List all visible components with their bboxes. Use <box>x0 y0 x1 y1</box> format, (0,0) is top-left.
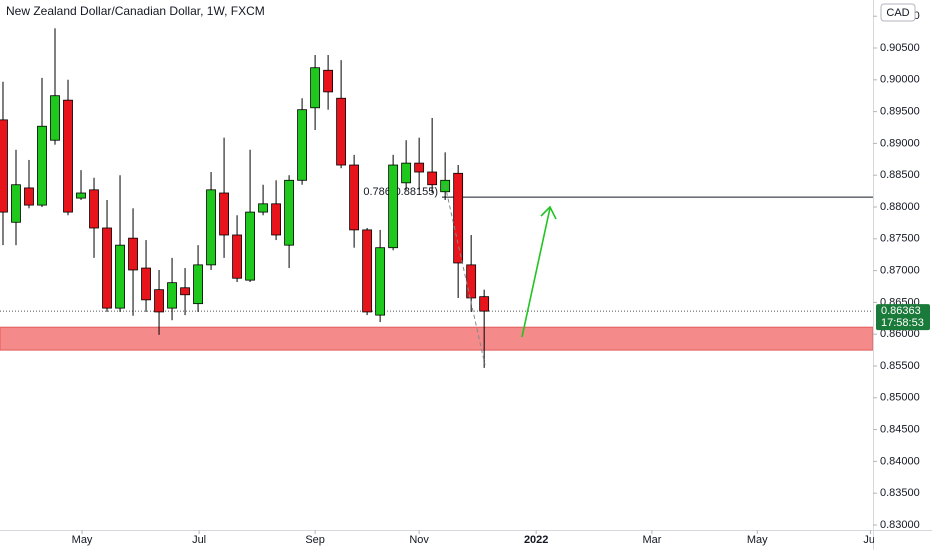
candle-body <box>297 109 307 181</box>
y-tick-label: 0.87500 <box>880 233 920 245</box>
candle-body <box>24 187 34 206</box>
candle-body <box>362 229 373 313</box>
x-tick-label: Nov <box>409 534 429 546</box>
candle-body <box>271 203 281 236</box>
candle-body <box>50 95 60 141</box>
candle-body <box>388 164 399 249</box>
candle-body <box>102 227 112 309</box>
plot-area: 0.786(0.88155) <box>0 28 873 368</box>
arrow-shaft <box>521 207 551 338</box>
fib-trend-line <box>444 184 486 366</box>
chart-title: New Zealand Dollar/Canadian Dollar, 1W, … <box>6 4 265 18</box>
y-tick-label: 0.90000 <box>880 74 920 86</box>
fib-label: 0.786(0.88155) <box>363 186 438 198</box>
candle-body <box>401 162 412 184</box>
arrow-head <box>540 205 557 220</box>
y-tick-label: 0.83500 <box>880 487 920 499</box>
candle-body <box>180 287 190 296</box>
candle-body <box>427 171 438 186</box>
candle-body <box>336 97 347 166</box>
x-axis: May Jul Sep Nov 2022 Mar May Jul <box>72 530 877 546</box>
candle-body <box>193 264 203 305</box>
candle-body <box>245 211 255 281</box>
candle-body <box>63 99 73 213</box>
x-tick-label: Jul <box>192 534 206 546</box>
currency-label: CAD <box>886 7 909 19</box>
y-tick-label: 0.85000 <box>880 392 920 404</box>
x-tick-label: Mar <box>642 534 661 546</box>
candle-body <box>232 234 242 279</box>
candle-body <box>310 67 321 109</box>
x-tick-label: 2022 <box>524 534 548 546</box>
last-price-label: 0.86363 <box>881 305 921 317</box>
y-tick-label: 0.88000 <box>880 201 920 213</box>
x-tick-label: May <box>747 534 768 546</box>
candle-body <box>76 192 86 199</box>
y-tick-label: 0.83000 <box>880 519 920 531</box>
x-tick-label: Jul <box>863 534 877 546</box>
y-tick-label: 0.84000 <box>880 455 920 467</box>
y-tick-label: 0.86000 <box>880 328 920 340</box>
y-tick-label: 0.88500 <box>880 169 920 181</box>
candle-body <box>375 247 386 316</box>
candle-body <box>323 69 334 93</box>
candle-body <box>219 192 229 236</box>
candle-body <box>466 264 477 299</box>
candle-body <box>37 125 47 206</box>
candle-body <box>141 267 151 301</box>
currency-badge <box>880 3 916 22</box>
candle-body <box>11 184 21 223</box>
candle-body <box>479 296 490 312</box>
y-tick-label: 0.87000 <box>880 265 920 277</box>
candle-body <box>414 162 425 173</box>
y-tick-label: 0.84500 <box>880 423 920 435</box>
price-axis-bg <box>874 531 932 550</box>
y-tick-label: 0.85500 <box>880 360 920 372</box>
candle-body <box>154 289 164 313</box>
candle-body <box>206 189 216 266</box>
candle-body <box>349 164 360 231</box>
y-tick-label: 0.90500 <box>880 42 920 54</box>
candle-body <box>167 282 177 309</box>
y-tick-label: 0.89500 <box>880 106 920 118</box>
x-tick-label: Sep <box>305 534 325 546</box>
candle-body <box>128 237 138 271</box>
candle-body <box>284 179 294 246</box>
last-price-badge <box>876 304 930 331</box>
candle-body <box>0 119 8 213</box>
candle-body <box>258 203 268 213</box>
candle-body <box>453 172 464 264</box>
support-zone <box>0 326 873 351</box>
x-tick-label: May <box>72 534 93 546</box>
candle-body <box>115 244 125 309</box>
y-tick-label: 0.89000 <box>880 137 920 149</box>
countdown: 17:58:53 <box>881 317 924 329</box>
candle-body <box>89 189 99 229</box>
